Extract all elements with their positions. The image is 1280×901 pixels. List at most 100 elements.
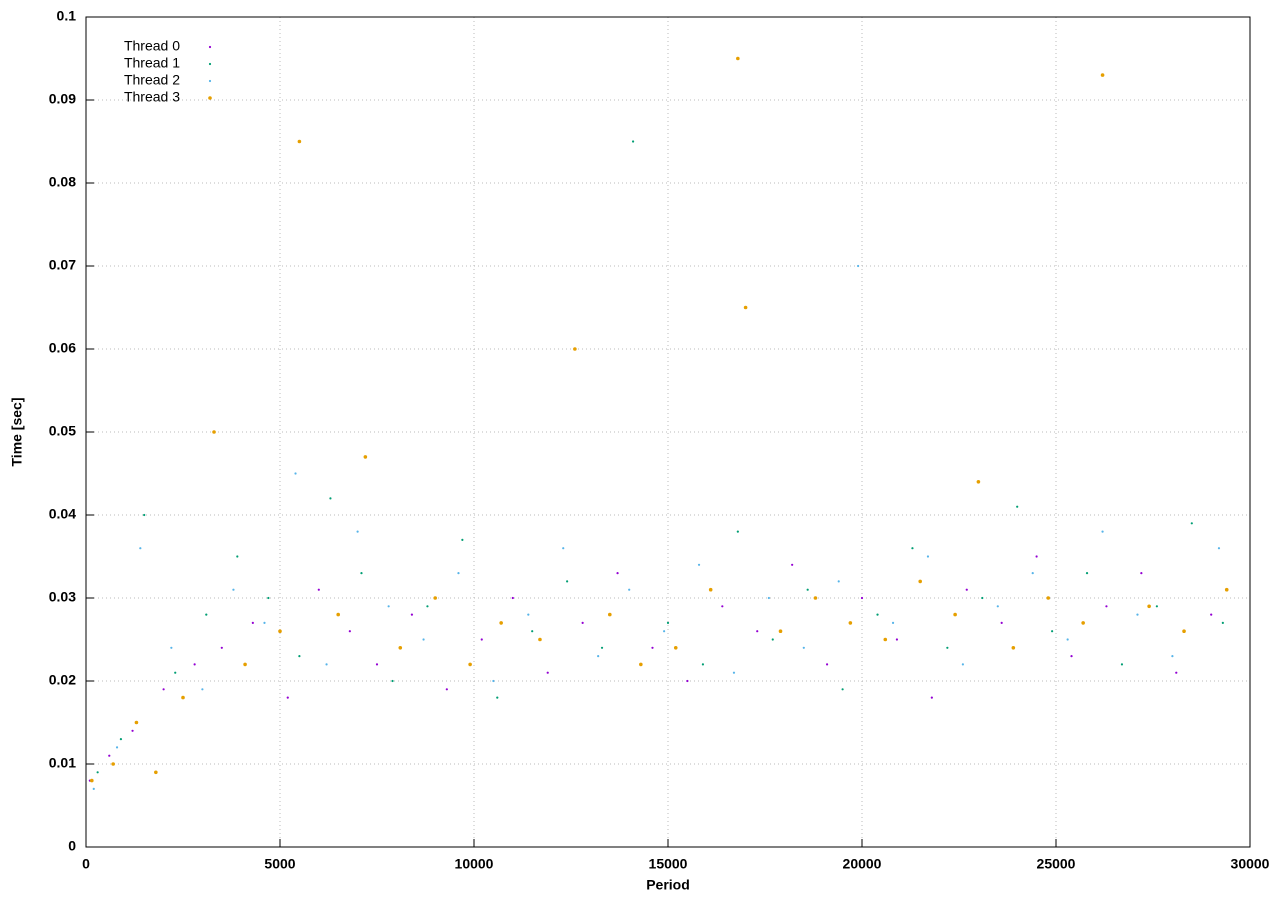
- point: [825, 663, 829, 666]
- x-axis-label: Period: [646, 877, 690, 893]
- point: [220, 646, 223, 649]
- point: [363, 455, 368, 459]
- x-tick-label: 20000: [843, 856, 882, 872]
- point: [961, 663, 964, 666]
- point: [946, 646, 949, 649]
- point: [391, 679, 394, 683]
- y-axis-label: Time [sec]: [9, 398, 25, 467]
- legend-marker: [208, 96, 212, 100]
- y-tick-label: 0: [68, 838, 76, 854]
- point: [139, 547, 142, 550]
- point: [410, 613, 414, 616]
- point: [891, 621, 895, 625]
- point: [697, 563, 701, 566]
- point: [1217, 547, 1221, 550]
- point: [996, 605, 999, 608]
- point: [1101, 530, 1104, 533]
- point: [267, 596, 270, 600]
- y-tick-label: 0.05: [49, 423, 76, 439]
- point: [92, 787, 95, 791]
- point: [170, 646, 173, 649]
- point: [631, 140, 635, 143]
- point: [445, 688, 448, 691]
- point: [317, 588, 320, 591]
- point: [154, 770, 158, 775]
- legend-label: Thread 2: [124, 72, 180, 88]
- x-tick-label: 30000: [1231, 856, 1270, 872]
- point: [297, 139, 302, 144]
- point: [387, 605, 390, 608]
- plot-border: [85, 16, 1251, 848]
- point: [600, 646, 604, 649]
- point: [837, 580, 840, 583]
- point: [666, 621, 670, 625]
- point: [566, 580, 569, 583]
- point: [492, 679, 495, 683]
- point: [480, 638, 483, 641]
- legend-marker: [208, 45, 212, 49]
- y-tick-label: 0.02: [49, 672, 76, 688]
- point: [1085, 572, 1089, 575]
- point: [119, 738, 123, 741]
- point: [205, 613, 208, 616]
- point: [686, 679, 689, 683]
- point: [616, 572, 619, 575]
- point: [767, 596, 770, 600]
- point: [813, 596, 818, 600]
- point: [1221, 621, 1224, 625]
- legend-marker: [208, 62, 212, 66]
- point: [511, 596, 514, 600]
- point: [1190, 522, 1193, 525]
- point: [531, 630, 534, 633]
- point: [756, 630, 759, 633]
- point: [461, 538, 464, 542]
- point: [201, 688, 204, 691]
- x-tick-label: 15000: [649, 856, 688, 872]
- point: [1035, 555, 1038, 558]
- point: [639, 662, 643, 667]
- point: [1105, 605, 1108, 608]
- point: [1224, 587, 1229, 592]
- point: [732, 671, 736, 674]
- point: [356, 530, 359, 533]
- point: [876, 613, 879, 616]
- point: [174, 671, 177, 674]
- point: [628, 588, 631, 591]
- point: [1155, 605, 1158, 608]
- point: [232, 588, 235, 591]
- point: [1140, 572, 1143, 575]
- point: [278, 629, 282, 633]
- point: [857, 264, 860, 268]
- point: [1070, 655, 1073, 658]
- point: [251, 621, 254, 625]
- point: [115, 746, 119, 749]
- point: [294, 472, 297, 475]
- point: [433, 596, 438, 600]
- point: [360, 572, 363, 575]
- point: [1147, 604, 1151, 609]
- point: [1175, 671, 1178, 674]
- point: [426, 605, 429, 608]
- point: [348, 630, 351, 633]
- point: [743, 305, 748, 310]
- point: [911, 547, 914, 550]
- y-tick-label: 0.09: [49, 91, 76, 107]
- point: [298, 655, 301, 658]
- x-tick-label: 10000: [455, 856, 494, 872]
- point: [457, 572, 460, 575]
- point: [736, 530, 739, 533]
- y-tick-label: 0.07: [49, 257, 76, 273]
- point: [538, 637, 542, 642]
- point: [90, 778, 94, 783]
- point: [573, 347, 577, 351]
- point: [546, 671, 549, 674]
- point: [1120, 663, 1124, 666]
- x-tick-label: 5000: [264, 856, 295, 872]
- point: [848, 621, 853, 625]
- point: [1031, 572, 1034, 575]
- point: [778, 629, 783, 633]
- point: [1016, 505, 1019, 508]
- point: [651, 646, 654, 649]
- point: [398, 646, 403, 650]
